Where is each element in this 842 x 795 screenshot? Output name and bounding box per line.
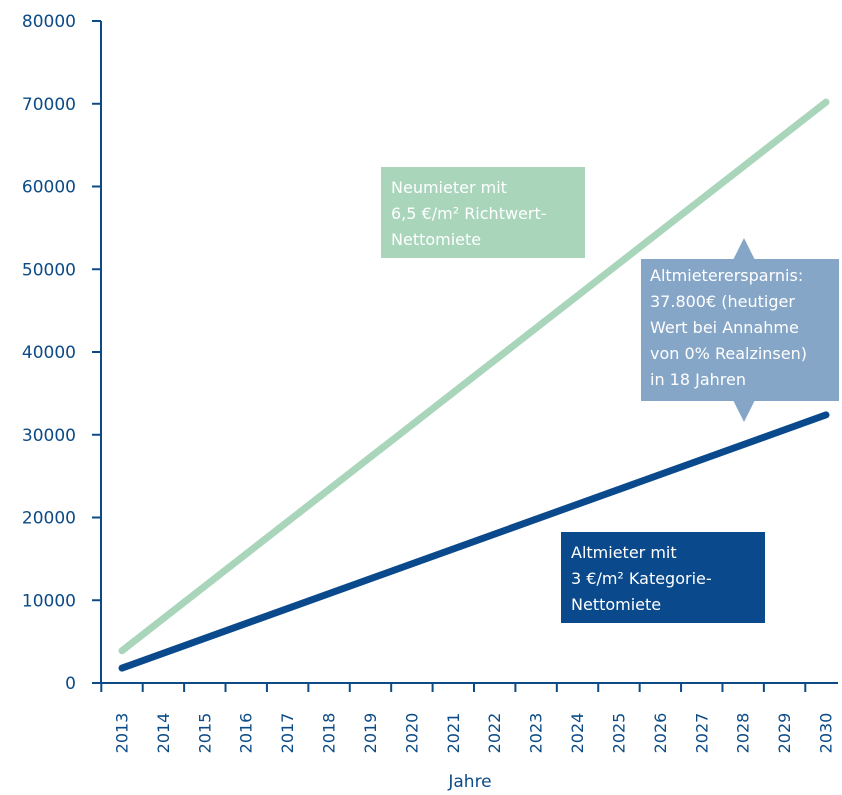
y-tick-label: 0	[65, 674, 76, 694]
annotation-line: Nettomiete	[391, 230, 482, 249]
y-tick-label: 10000	[22, 591, 76, 611]
y-ticks: 0 10000 20000 30000 40000 50000 60000 70000 8000…	[22, 12, 101, 694]
y-tick-label: 50000	[22, 260, 76, 280]
annotation-old-tenant: Altmieter mit 3 €/m² Kategorie- Nettomie…	[561, 532, 765, 623]
x-tick-label: 2022	[485, 713, 504, 754]
x-tick-label: 2017	[278, 713, 297, 754]
x-tick-label: 2020	[402, 713, 421, 754]
y-tick-label: 30000	[22, 426, 76, 446]
x-tick-label: 2028	[734, 713, 753, 754]
x-ticks: 2013 2014 2015 2016 2017 2018 2019 2020 2021 2022…	[100, 683, 836, 754]
x-axis-label: Jahre	[447, 772, 491, 792]
annotation-line: von 0% Realzinsen)	[650, 344, 807, 363]
x-tick-label: 2027	[692, 713, 711, 754]
x-tick-label: 2029	[775, 713, 794, 754]
y-tick-label: 40000	[22, 343, 76, 363]
annotation-line: 6,5 €/m² Richtwert-	[391, 204, 547, 223]
x-tick-label: 2023	[527, 713, 546, 754]
annotation-line: Altmieterersparnis:	[650, 266, 804, 285]
x-tick-label: 2016	[237, 713, 256, 754]
x-tick-label: 2014	[154, 713, 173, 754]
annotation-line: Wert bei Annahme	[650, 318, 799, 337]
series-line-2	[118, 411, 830, 672]
x-tick-label: 2025	[609, 713, 628, 754]
y-tick-label: 70000	[22, 95, 76, 115]
y-tick-label: 60000	[22, 178, 76, 198]
x-tick-label: 2018	[320, 713, 339, 754]
annotation-line: 37.800€ (heutiger	[650, 292, 795, 311]
x-tick-label: 2013	[113, 713, 132, 754]
annotation-new-tenant: Neumieter mit 6,5 €/m² Richtwert- Nettom…	[381, 167, 585, 258]
y-tick-label: 20000	[22, 509, 76, 529]
x-tick-label: 2015	[195, 713, 214, 754]
annotation-line: Altmieter mit	[571, 543, 677, 562]
x-tick-label: 2026	[651, 713, 670, 754]
x-tick-label: 2019	[361, 713, 380, 754]
annotation-line: in 18 Jahren	[650, 370, 746, 389]
y-tick-label: 80000	[22, 12, 76, 32]
annotation-line: Neumieter mit	[391, 178, 507, 197]
x-tick-label: 2024	[568, 713, 587, 754]
x-tick-label: 2030	[817, 713, 836, 754]
annotation-line: Nettomiete	[571, 595, 662, 614]
x-tick-label: 2021	[444, 713, 463, 754]
annotation-line: 3 €/m² Kategorie-	[571, 569, 712, 588]
arrow-up-icon	[733, 238, 755, 260]
annotation-savings: Altmieterersparnis: 37.800€ (heutiger We…	[641, 259, 839, 401]
series-line-1	[118, 98, 830, 655]
series-lines	[118, 98, 830, 672]
arrow-down-icon	[733, 400, 755, 422]
